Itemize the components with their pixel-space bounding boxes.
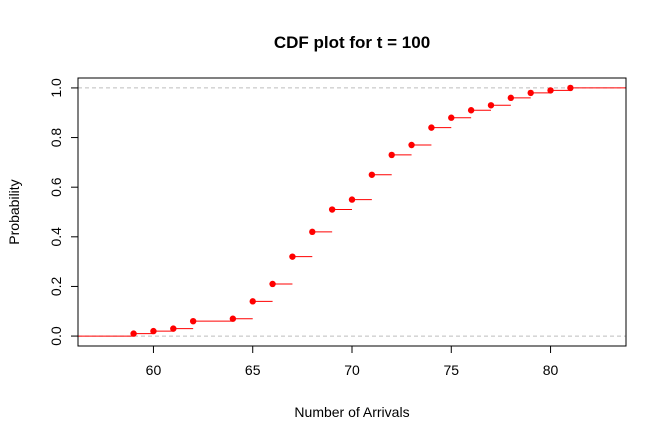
y-tick-label: 0.0 (48, 326, 64, 346)
x-axis: 60 65 70 75 80 (146, 346, 559, 378)
data-point (348, 196, 356, 203)
data-point (189, 317, 197, 325)
x-tick-label: 65 (245, 362, 261, 378)
data-point (170, 325, 177, 332)
x-tick-label: 70 (344, 362, 360, 378)
y-tick-label: 0.6 (48, 177, 64, 197)
data-points (130, 84, 574, 337)
y-tick-label: 0.4 (48, 227, 64, 247)
reference-lines (78, 87, 626, 337)
data-point (487, 102, 495, 109)
data-point (130, 330, 137, 337)
data-point (428, 124, 435, 131)
y-tick-label: 0.2 (48, 277, 64, 297)
data-point (269, 280, 276, 288)
data-point (328, 206, 336, 213)
x-tick-label: 60 (146, 362, 162, 378)
y-tick-label: 1.0 (48, 78, 64, 98)
data-point (448, 114, 455, 121)
x-axis-label: Number of Arrivals (294, 404, 409, 420)
x-tick-label: 80 (543, 362, 559, 378)
data-point (289, 253, 296, 260)
data-point (388, 151, 395, 159)
data-point (507, 94, 515, 102)
data-point (527, 89, 534, 97)
data-point (150, 327, 157, 335)
data-point (229, 315, 237, 322)
data-point (309, 228, 316, 236)
data-point (249, 298, 256, 305)
data-point (467, 107, 475, 114)
chart-title: CDF plot for t = 100 (274, 33, 430, 52)
step-segments (78, 87, 626, 337)
data-point (408, 141, 415, 149)
y-axis: 0.0 0.2 0.4 0.6 0.8 1.0 (48, 78, 78, 346)
y-axis-label: Probability (6, 179, 22, 244)
plot-frame (77, 77, 627, 347)
data-point (567, 84, 574, 92)
y-tick-label: 0.8 (48, 128, 64, 148)
data-point (547, 87, 554, 94)
x-tick-label: 75 (443, 362, 459, 378)
data-point (368, 171, 376, 178)
